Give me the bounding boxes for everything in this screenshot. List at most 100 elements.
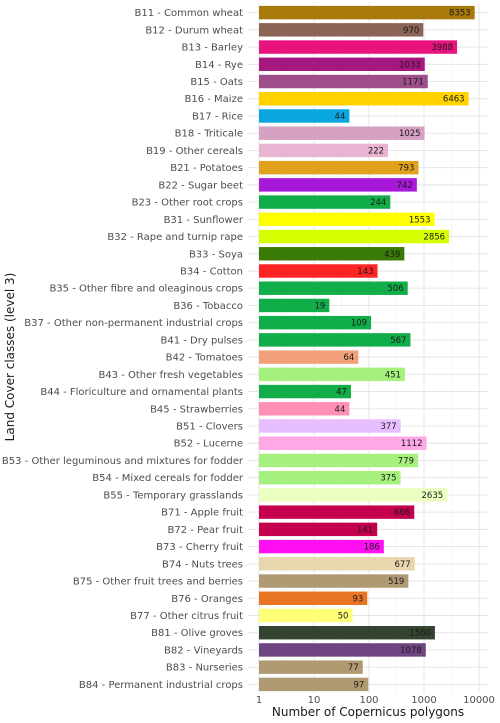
bar: [259, 557, 415, 571]
x-axis-title: Number of Copernicus polygons: [272, 705, 464, 719]
bar-value-label: 567: [390, 336, 406, 346]
bar: [259, 281, 408, 295]
category-label: B16 - Maize: [185, 94, 244, 105]
bar-value-label: 64: [344, 353, 355, 363]
bar-value-label: 1580: [409, 629, 431, 639]
bar: [259, 522, 378, 537]
bar: [259, 402, 350, 416]
bar-value-label: 519: [388, 577, 404, 587]
bar-value-label: 2856: [423, 233, 445, 243]
bar: [259, 74, 428, 89]
category-label: B73 - Cherry fruit: [156, 542, 243, 553]
bar: [259, 298, 330, 313]
bar: [259, 488, 448, 502]
bar: [259, 195, 391, 209]
bar-value-label: 3988: [431, 43, 453, 53]
bar: [259, 247, 405, 261]
category-label: B18 - Triticale: [175, 129, 243, 140]
category-label: B17 - Rice: [192, 111, 243, 122]
category-label: B43 - Other fresh vegetables: [98, 370, 243, 381]
bar: [259, 677, 369, 692]
bar-value-label: 186: [364, 543, 380, 553]
bar-value-label: 1078: [400, 646, 422, 656]
bars-group: 8353 970 3988 1033 1171 6463 44 1025 222 793 742 24…: [259, 5, 475, 692]
category-label: B21 - Potatoes: [170, 163, 243, 174]
bar-value-label: 970: [403, 26, 419, 36]
bar-value-label: 1553: [409, 215, 431, 225]
category-label: B11 - Common wheat: [135, 8, 244, 19]
bar-value-label: 244: [370, 198, 386, 208]
bar: [259, 229, 450, 244]
y-axis-title: Land Cover classes (level 3): [3, 273, 17, 442]
category-label: B45 - Strawberries: [150, 404, 243, 415]
bar: [259, 367, 405, 382]
bar-value-label: 677: [394, 560, 410, 570]
category-label: B84 - Permanent industrial crops: [79, 680, 243, 691]
category-labels: B11 - Common wheat B12 - Durum wheat B13 -…: [2, 8, 244, 691]
bar-value-label: 47: [336, 388, 347, 398]
bar-value-label: 8353: [449, 9, 471, 19]
category-label: B81 - Olive groves: [151, 628, 243, 639]
x-tick-label: 1000: [411, 695, 436, 706]
x-tick-label: 10: [308, 695, 321, 706]
category-label: B77 - Other citrus fruit: [130, 611, 243, 622]
x-tick-label: 1: [256, 695, 262, 706]
bar: [259, 608, 353, 623]
category-label: B82 - Vineyards: [164, 645, 243, 656]
category-label: B34 - Cotton: [180, 266, 243, 277]
category-label: B51 - Clovers: [176, 422, 243, 433]
bar-value-label: 97: [353, 680, 364, 690]
bar: [259, 333, 411, 347]
category-label: B74 - Nuts trees: [162, 559, 243, 570]
bar: [259, 92, 469, 106]
category-label: B14 - Rye: [195, 60, 243, 71]
category-label: B75 - Other fruit trees and berries: [73, 577, 243, 588]
category-label: B71 - Apple fruit: [161, 508, 243, 519]
bar: [259, 384, 351, 399]
bar: [259, 5, 475, 20]
bar-value-label: 2635: [422, 491, 444, 501]
category-label: B35 - Other fibre and oleaginous crops: [49, 284, 243, 295]
x-tick-label: 100: [359, 695, 378, 706]
bar: [259, 315, 372, 330]
bar-value-label: 377: [380, 422, 396, 432]
bar-value-label: 19: [315, 301, 326, 311]
bar-value-label: 1033: [399, 60, 421, 70]
bar-value-label: 742: [397, 181, 413, 191]
bar: [259, 591, 368, 605]
bar-value-label: 6463: [443, 95, 465, 105]
bar: [259, 660, 363, 674]
bar: [259, 160, 419, 175]
bar-value-label: 439: [384, 250, 400, 260]
bar-value-label: 666: [394, 508, 410, 518]
bar-value-label: 77: [348, 663, 359, 673]
category-label: B76 - Oranges: [171, 594, 243, 605]
category-label: B42 - Tomatoes: [166, 353, 243, 364]
bar-value-label: 1171: [402, 78, 424, 88]
bar-value-label: 506: [387, 284, 403, 294]
bar-value-label: 222: [368, 146, 384, 156]
x-tick-label: 10000: [463, 695, 495, 706]
category-label: B55 - Temporary grasslands: [103, 490, 243, 501]
grid-lines: [248, 4, 488, 693]
category-label: B12 - Durum wheat: [145, 25, 243, 36]
bar: [259, 178, 417, 192]
category-label: B53 - Other leguminous and mixtures for …: [2, 456, 244, 467]
category-label: B54 - Mixed cereals for fodder: [92, 473, 244, 484]
category-label: B83 - Nurseries: [166, 663, 243, 674]
category-label: B19 - Other cereals: [146, 146, 243, 157]
category-label: B36 - Tobacco: [173, 301, 243, 312]
bar: [259, 126, 425, 140]
bar: [259, 419, 401, 433]
category-label: B41 - Dry pulses: [161, 335, 244, 346]
bar-value-label: 1112: [401, 439, 423, 449]
bar: [259, 143, 389, 158]
bar: [259, 350, 359, 364]
bar-value-label: 141: [357, 525, 373, 535]
bar-value-label: 143: [357, 267, 373, 277]
bar: [259, 23, 424, 37]
bar-value-label: 779: [398, 456, 414, 466]
bar: [259, 436, 427, 450]
bar-value-label: 50: [338, 611, 349, 621]
